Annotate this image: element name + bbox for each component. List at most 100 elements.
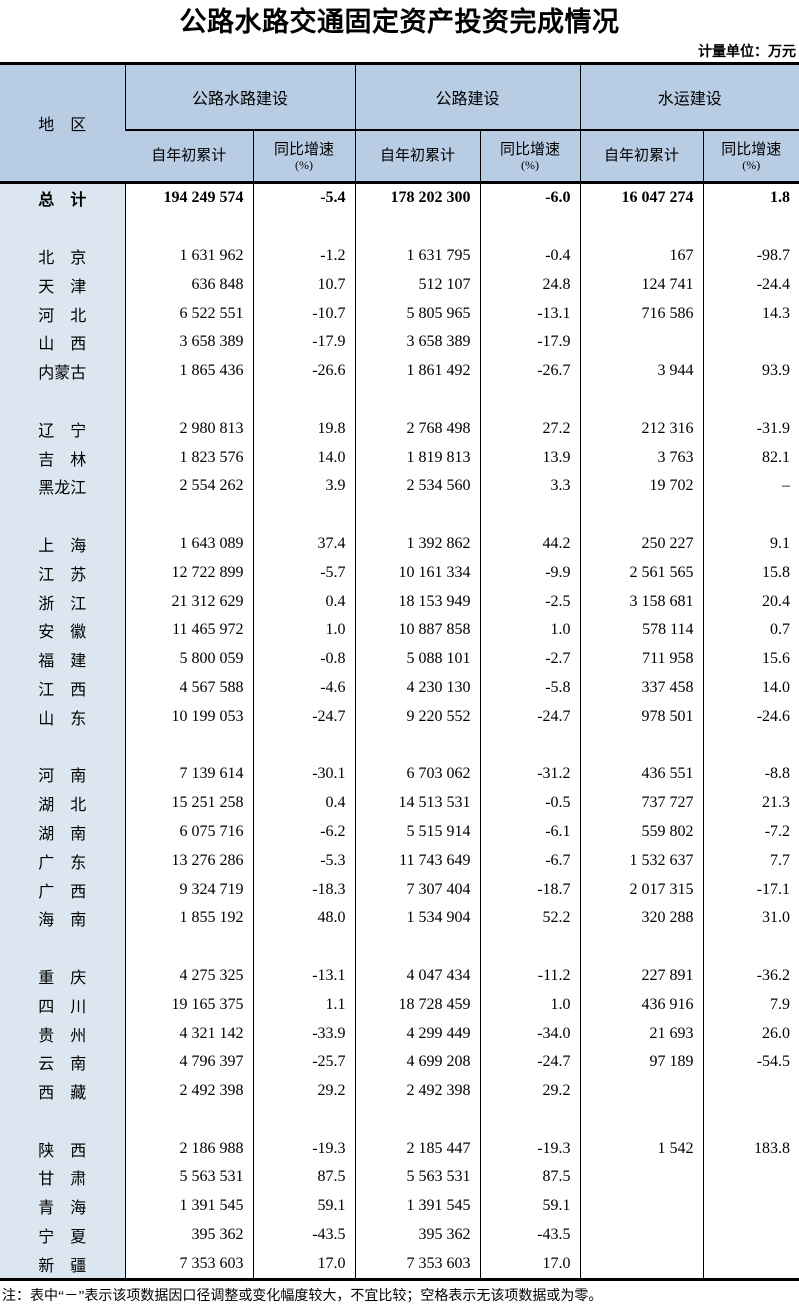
value-cell: [479, 212, 581, 242]
value-cell: -19.3: [479, 1134, 581, 1164]
value-cell: 559 802: [579, 817, 704, 847]
value-cell: 1.8: [702, 182, 799, 213]
value-cell: 9.1: [702, 529, 799, 559]
value-cell: -24.6: [702, 702, 799, 732]
value-cell: 14.0: [702, 673, 799, 703]
value-cell: 1 855 192: [124, 903, 253, 933]
value-cell: 0.7: [702, 615, 799, 645]
value-cell: 13 276 286: [124, 846, 253, 876]
region-cell: 天 津: [0, 270, 125, 300]
table-row: 湖 北 15 251 258 0.4 14 513 531 -0.5 737 727 21.…: [0, 788, 799, 818]
value-cell: [579, 1163, 704, 1192]
value-cell: 2 186 988: [124, 1134, 253, 1164]
value-cell: -26.6: [252, 356, 356, 386]
value-cell: -5.7: [252, 558, 356, 588]
region-cell: 甘 肃: [0, 1163, 125, 1192]
region-cell: 内蒙古: [0, 356, 125, 386]
value-cell: [702, 1163, 799, 1192]
region-cell: 上 海: [0, 529, 125, 559]
value-cell: 15 251 258: [124, 788, 253, 818]
value-cell: -6.7: [479, 846, 581, 876]
sub-header-growth: 同比增速 (%): [479, 129, 581, 184]
value-cell: [702, 1220, 799, 1250]
region-cell: 西 藏: [0, 1076, 125, 1106]
region-cell: [0, 1105, 125, 1135]
value-cell: 16 047 274: [579, 182, 704, 213]
value-cell: 1 631 962: [124, 241, 253, 271]
value-cell: 124 741: [579, 270, 704, 300]
sub-header-cumulative: 自年初累计: [354, 129, 481, 184]
value-cell: 436 916: [579, 990, 704, 1020]
value-cell: 4 275 325: [124, 961, 253, 991]
value-cell: 4 047 434: [354, 961, 481, 991]
sub-header-growth-unit: (%): [521, 157, 540, 172]
value-cell: [252, 385, 356, 415]
value-cell: 27.2: [479, 414, 581, 444]
value-cell: 18 728 459: [354, 990, 481, 1020]
value-cell: 4 699 208: [354, 1047, 481, 1077]
value-cell: [354, 1105, 481, 1135]
value-cell: 9 324 719: [124, 875, 253, 904]
value-cell: 0.4: [252, 587, 356, 616]
value-cell: 1.0: [479, 615, 581, 645]
value-cell: -24.7: [479, 1047, 581, 1077]
sub-header-growth-label: 同比增速: [500, 141, 561, 158]
group-header-highway: 公路建设: [354, 63, 581, 130]
value-cell: -17.1: [702, 875, 799, 904]
value-cell: [702, 731, 799, 760]
value-cell: 1.0: [479, 990, 581, 1020]
value-cell: -24.7: [252, 702, 356, 732]
value-cell: 7 353 603: [354, 1249, 481, 1280]
table-row: 黑龙江 2 554 262 3.9 2 534 560 3.3 19 702–: [0, 471, 799, 501]
value-cell: 1 631 795: [354, 241, 481, 271]
value-cell: -31.9: [702, 414, 799, 444]
value-cell: 395 362: [124, 1220, 253, 1250]
value-cell: [702, 500, 799, 530]
region-cell: 青 海: [0, 1191, 125, 1221]
value-cell: 5 563 531: [124, 1163, 253, 1192]
value-cell: [579, 327, 704, 357]
value-cell: 2 980 813: [124, 414, 253, 444]
value-cell: 5 800 059: [124, 644, 253, 674]
value-cell: [252, 731, 356, 760]
value-cell: [702, 212, 799, 242]
spacer-row: [0, 500, 799, 530]
value-cell: [579, 1076, 704, 1106]
value-cell: [124, 1105, 253, 1135]
value-cell: [702, 385, 799, 415]
sub-header-growth-label: 同比增速: [721, 141, 782, 158]
value-cell: 337 458: [579, 673, 704, 703]
region-cell: 北 京: [0, 241, 125, 271]
value-cell: [354, 500, 481, 530]
value-cell: 7.9: [702, 990, 799, 1020]
value-cell: 19 165 375: [124, 990, 253, 1020]
value-cell: 1 823 576: [124, 443, 253, 472]
value-cell: [579, 385, 704, 415]
table-row: 天 津 636 848 10.7 512 107 24.8 124 741 -24.4: [0, 270, 799, 300]
value-cell: [579, 1191, 704, 1221]
region-cell: 辽 宁: [0, 414, 125, 444]
value-cell: [702, 1105, 799, 1135]
value-cell: -5.8: [479, 673, 581, 703]
value-cell: –: [702, 471, 799, 501]
value-cell: 10 199 053: [124, 702, 253, 732]
value-cell: 0.4: [252, 788, 356, 818]
value-cell: -8.8: [702, 759, 799, 789]
value-cell: 2 492 398: [354, 1076, 481, 1106]
value-cell: 2 017 315: [579, 875, 704, 904]
region-cell: 云 南: [0, 1047, 125, 1077]
value-cell: -18.7: [479, 875, 581, 904]
value-cell: -33.9: [252, 1019, 356, 1048]
region-cell: [0, 932, 125, 962]
region-cell: 安 徽: [0, 615, 125, 645]
value-cell: 2 768 498: [354, 414, 481, 444]
value-cell: 5 515 914: [354, 817, 481, 847]
